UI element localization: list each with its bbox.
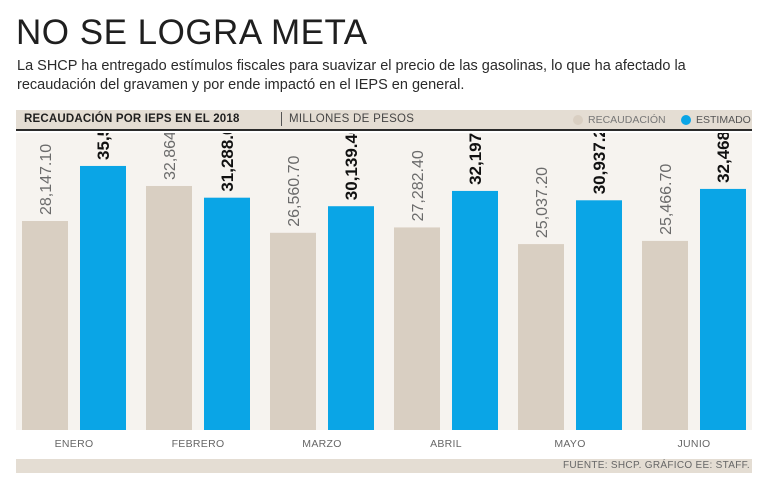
bar-estimado-mayo — [576, 200, 622, 430]
bar-estimado-enero — [80, 165, 126, 431]
value-label-estimado-marzo: 30,139.40 — [342, 133, 361, 200]
legend-dot-recaudacion — [573, 115, 583, 125]
legend-recaudacion: RECAUDACIÓN — [573, 114, 666, 126]
value-label-recaudacion-enero: 28,147.10 — [38, 144, 55, 215]
bar-recaudacion-marzo — [270, 232, 316, 430]
bar-recaudacion-enero — [22, 221, 68, 430]
bar-chart: 28,147.10 35,561.90 ENERO 32,864.80 31,288.0… — [22, 133, 746, 450]
chart-title: RECAUDACIÓN POR IEPS EN EL 2018 — [24, 113, 240, 125]
bar-estimado-febrero — [204, 197, 250, 430]
bar-estimado-marzo — [328, 206, 374, 430]
legend-label-recaudacion: RECAUDACIÓN — [588, 114, 666, 126]
x-tick-label-marzo: MARZO — [302, 438, 341, 450]
value-label-recaudacion-junio: 25,466.70 — [658, 164, 675, 235]
legend-dot-estimado — [681, 115, 691, 125]
bar-estimado-abril — [452, 190, 498, 430]
header-divider — [281, 112, 282, 126]
legend-label-estimado: ESTIMADO — [696, 114, 751, 126]
bar-recaudacion-mayo — [518, 244, 564, 430]
bar-recaudacion-febrero — [146, 185, 192, 430]
legend-estimado: ESTIMADO — [681, 114, 751, 126]
x-tick-label-enero: ENERO — [55, 438, 94, 450]
x-tick-label-mayo: MAYO — [554, 438, 585, 450]
value-label-estimado-junio: 32,468.70 — [714, 133, 733, 183]
value-label-recaudacion-abril: 27,282.40 — [410, 150, 427, 221]
value-label-estimado-enero: 35,561.90 — [94, 133, 113, 160]
x-tick-label-abril: ABRIL — [430, 438, 462, 450]
value-label-recaudacion-mayo: 25,037.20 — [534, 167, 551, 238]
chart-area: 28,147.10 35,561.90 ENERO 32,864.80 31,288.0… — [16, 133, 752, 450]
value-label-recaudacion-marzo: 26,560.70 — [286, 156, 303, 227]
value-label-recaudacion-febrero: 32,864.80 — [162, 133, 179, 180]
bar-recaudacion-junio — [642, 240, 688, 430]
chart-unit: MILLONES DE PESOS — [289, 113, 415, 125]
value-label-estimado-febrero: 31,288.00 — [218, 133, 237, 192]
subtitle: La SHCP ha entregado estímulos fiscales … — [17, 58, 686, 93]
source-note: FUENTE: SHCP. GRÁFICO EE: STAFF. — [562, 460, 750, 471]
value-label-estimado-abril: 32,197.80 — [466, 133, 485, 185]
page-title: NO SE LOGRA META — [16, 13, 368, 52]
bar-recaudacion-abril — [394, 227, 440, 430]
value-label-estimado-mayo: 30,937.20 — [590, 133, 609, 194]
source-bar: FUENTE: SHCP. GRÁFICO EE: STAFF. — [16, 459, 752, 473]
chart-header: RECAUDACIÓN POR IEPS EN EL 2018 MILLONES… — [16, 110, 752, 131]
x-tick-label-febrero: FEBRERO — [172, 438, 225, 450]
bar-estimado-junio — [700, 188, 746, 430]
x-tick-label-junio: JUNIO — [678, 438, 711, 450]
